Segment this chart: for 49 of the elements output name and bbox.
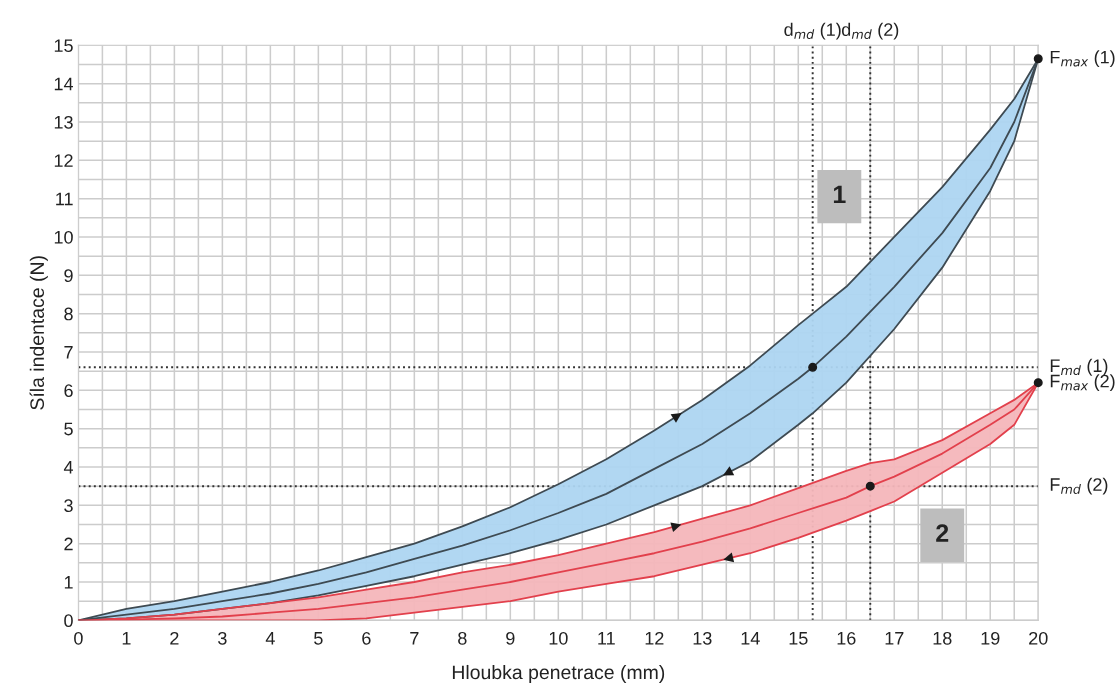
y-tick-label: 14 bbox=[54, 77, 74, 91]
x-tick-label: 10 bbox=[549, 631, 568, 645]
y-tick-label: 5 bbox=[64, 422, 73, 436]
point bbox=[865, 481, 875, 491]
x-tick-label: 19 bbox=[981, 631, 1000, 645]
x-tick-label: 17 bbox=[885, 632, 904, 645]
y-tick-label: 3 bbox=[64, 499, 73, 513]
x-tick-label: 11 bbox=[598, 632, 615, 645]
x-tick-label: 20 bbox=[1029, 631, 1048, 645]
ref-line-label: d$_{md}$ (2) bbox=[841, 22, 899, 40]
point bbox=[808, 362, 818, 372]
y-tick-label: 1 bbox=[64, 576, 73, 589]
x-tick-label: 9 bbox=[506, 631, 515, 645]
x-tick-label: 12 bbox=[645, 631, 664, 645]
x-tick-label: 18 bbox=[933, 631, 952, 645]
y-tick-label: 7 bbox=[64, 346, 73, 359]
y-tick-label: 2 bbox=[64, 537, 73, 551]
x-tick-label: 7 bbox=[410, 632, 419, 645]
y-tick-label: 0 bbox=[64, 614, 73, 628]
y-tick-label: 8 bbox=[64, 307, 73, 321]
y-tick-label: 13 bbox=[54, 115, 73, 129]
x-tick-label: 15 bbox=[789, 632, 808, 645]
x-tick-label: 5 bbox=[314, 632, 323, 645]
x-tick-label: 1 bbox=[122, 632, 131, 645]
y-axis-title: Síla indentace (N) bbox=[29, 256, 48, 410]
y-tick-label: 10 bbox=[54, 230, 73, 244]
x-tick-label: 3 bbox=[218, 631, 227, 645]
x-tick-label: 0 bbox=[74, 631, 83, 645]
x-tick-label: 14 bbox=[741, 632, 760, 645]
ref-line-label: F$_{md}$ (2) bbox=[1050, 477, 1108, 495]
x-tick-label: 2 bbox=[170, 631, 179, 645]
x-tick-label: 8 bbox=[458, 631, 467, 645]
x-axis-title: Hloubka penetrace (mm) bbox=[452, 664, 665, 684]
annotation: 1 bbox=[833, 185, 846, 203]
y-tick-label: 4 bbox=[63, 461, 74, 474]
x-tick-label: 6 bbox=[362, 631, 371, 645]
x-tick-label: 13 bbox=[693, 631, 712, 645]
annotation: F$_{max}$ (1) bbox=[1050, 50, 1115, 68]
y-tick-label: 11 bbox=[56, 192, 73, 206]
y-tick-label: 15 bbox=[54, 39, 73, 53]
point bbox=[1033, 54, 1043, 64]
ref-line-label: d$_{md}$ (1) bbox=[784, 22, 841, 40]
y-tick-label: 9 bbox=[64, 269, 73, 283]
x-tick-label: 4 bbox=[265, 632, 275, 645]
point bbox=[1033, 378, 1043, 388]
x-tick-label: 16 bbox=[837, 631, 856, 645]
annotation: 2 bbox=[936, 524, 949, 542]
y-tick-label: 6 bbox=[64, 384, 73, 398]
y-tick-label: 12 bbox=[54, 154, 73, 167]
